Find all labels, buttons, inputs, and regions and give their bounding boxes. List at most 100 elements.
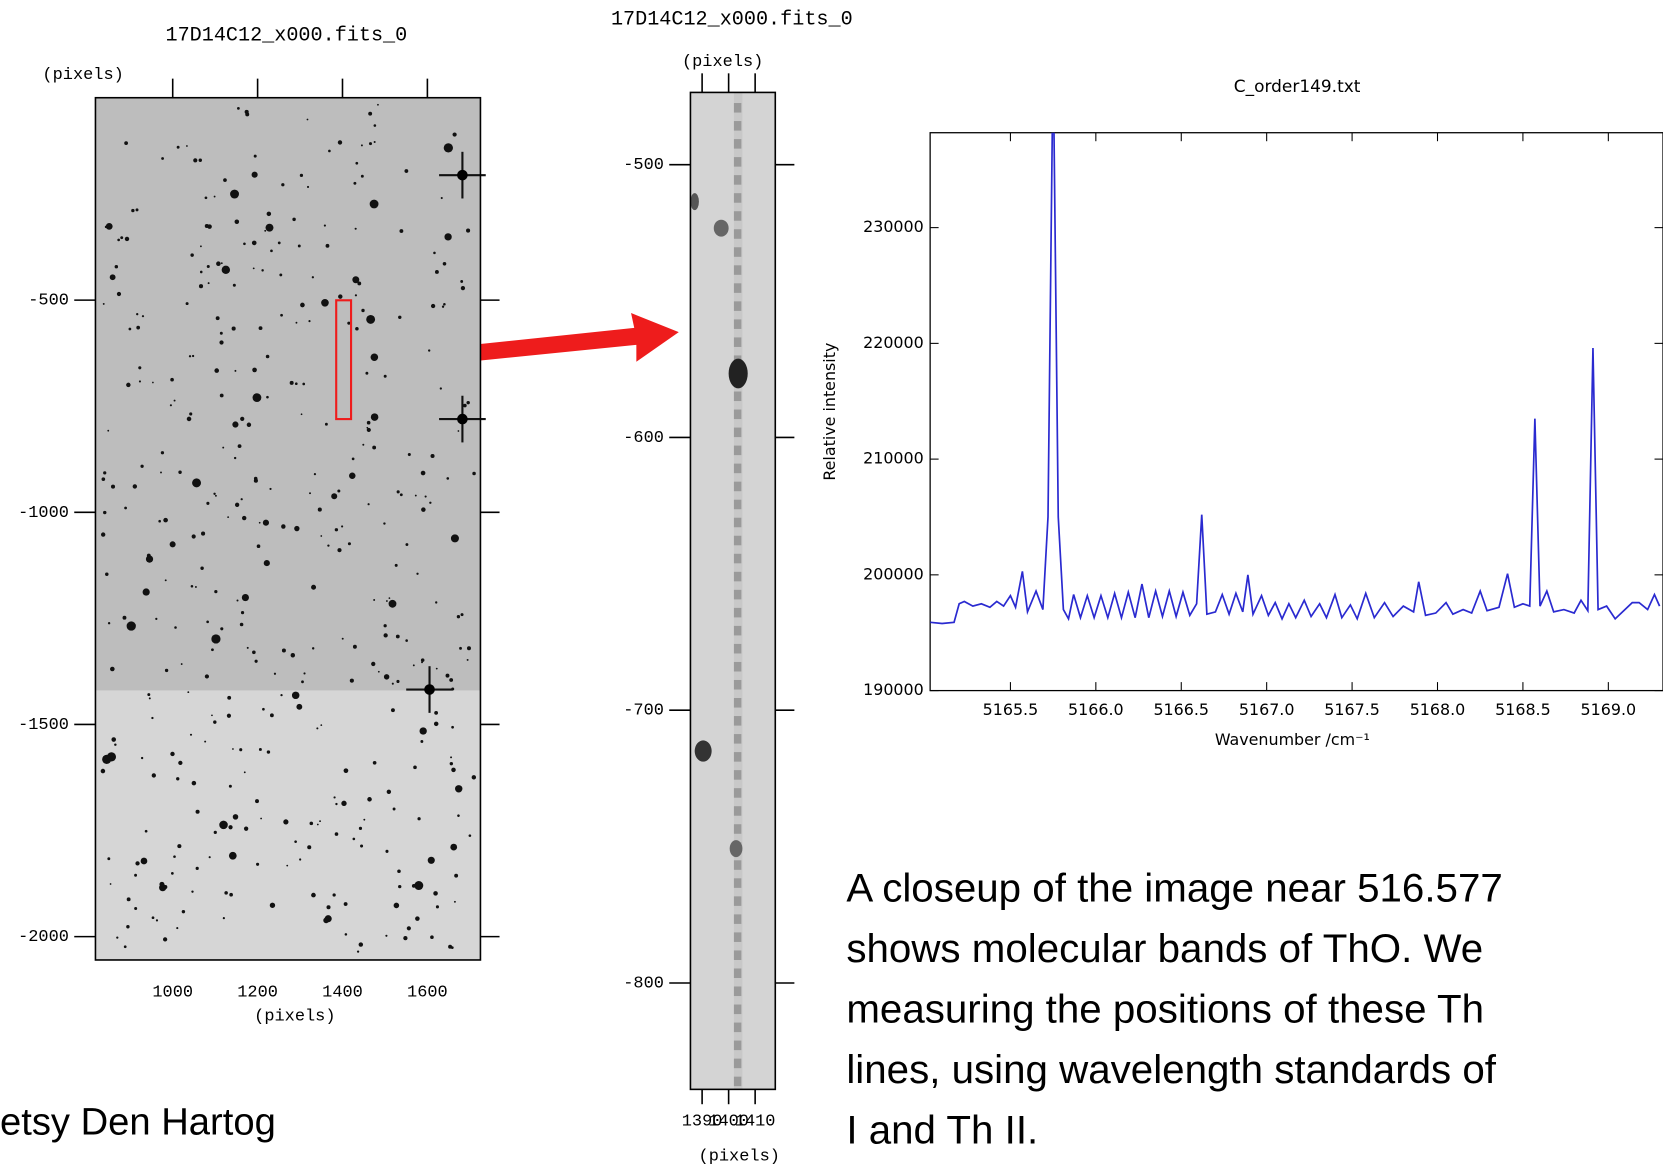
star xyxy=(191,780,197,786)
star xyxy=(435,270,439,274)
star xyxy=(185,302,189,306)
star xyxy=(262,519,270,526)
star xyxy=(337,140,343,145)
star xyxy=(266,395,269,399)
spot xyxy=(733,427,742,438)
star xyxy=(300,302,305,308)
star xyxy=(245,112,250,117)
spot xyxy=(733,193,742,203)
star xyxy=(161,157,164,160)
star xyxy=(457,413,468,425)
star xyxy=(232,748,234,750)
star xyxy=(360,844,364,848)
star xyxy=(466,400,470,405)
star xyxy=(194,586,197,588)
plot-frame xyxy=(929,132,1663,692)
star xyxy=(441,305,445,308)
star xyxy=(102,302,105,305)
spot xyxy=(733,914,742,924)
star xyxy=(211,714,213,717)
star xyxy=(201,531,206,536)
star xyxy=(331,493,338,500)
star xyxy=(120,236,124,240)
star xyxy=(341,800,347,807)
spot xyxy=(733,553,742,564)
star xyxy=(145,555,154,563)
plot-frame xyxy=(94,96,482,961)
star xyxy=(317,507,322,512)
spot xyxy=(733,337,742,347)
star xyxy=(354,294,358,297)
star xyxy=(222,446,225,449)
star xyxy=(347,321,351,325)
star xyxy=(320,535,323,537)
star xyxy=(392,807,396,811)
star xyxy=(160,471,162,474)
star xyxy=(101,532,106,537)
star xyxy=(460,613,464,617)
star xyxy=(428,349,431,352)
image-panel xyxy=(94,96,486,961)
star xyxy=(219,393,224,398)
star xyxy=(388,599,397,608)
star xyxy=(126,382,131,388)
star xyxy=(232,283,236,287)
star xyxy=(361,308,365,313)
star xyxy=(220,627,224,631)
star xyxy=(414,881,424,891)
star xyxy=(316,727,319,730)
spot xyxy=(733,896,742,906)
star xyxy=(327,544,330,547)
spot xyxy=(733,950,742,960)
x-tick-label: 5166.0 xyxy=(1068,700,1124,719)
star xyxy=(246,422,252,427)
star xyxy=(114,743,117,746)
y-tick-label: 200000 xyxy=(863,564,924,583)
star xyxy=(316,823,319,826)
star xyxy=(309,492,311,495)
star xyxy=(169,404,172,407)
star xyxy=(213,830,217,834)
star xyxy=(420,470,426,476)
star xyxy=(227,516,230,519)
star xyxy=(160,451,165,455)
spot xyxy=(690,193,699,211)
star xyxy=(299,858,302,861)
star xyxy=(189,412,193,416)
star xyxy=(281,648,286,653)
star xyxy=(460,286,466,291)
star xyxy=(243,826,249,831)
star xyxy=(262,707,265,711)
star xyxy=(334,528,339,532)
star xyxy=(170,751,175,757)
star xyxy=(434,710,438,715)
star xyxy=(273,672,277,675)
caption-line: A closeup of the image near 516.577 xyxy=(846,866,1502,911)
star xyxy=(252,650,256,655)
star xyxy=(472,471,476,476)
star xyxy=(446,477,450,480)
star xyxy=(189,733,193,736)
star xyxy=(449,761,454,766)
star xyxy=(451,725,454,729)
star xyxy=(263,559,270,567)
star xyxy=(140,756,144,760)
star xyxy=(116,936,119,939)
star xyxy=(135,861,140,866)
star xyxy=(295,321,298,324)
star xyxy=(110,666,115,672)
star xyxy=(239,622,244,627)
star xyxy=(191,890,194,893)
star xyxy=(187,691,190,694)
star xyxy=(261,269,264,272)
star xyxy=(269,902,276,908)
star xyxy=(451,767,456,773)
spot xyxy=(733,806,742,816)
star xyxy=(215,316,220,321)
star xyxy=(148,697,151,700)
star xyxy=(373,599,376,601)
star xyxy=(164,668,169,673)
star xyxy=(216,261,221,266)
image-panel xyxy=(689,91,777,1091)
star xyxy=(337,548,342,553)
